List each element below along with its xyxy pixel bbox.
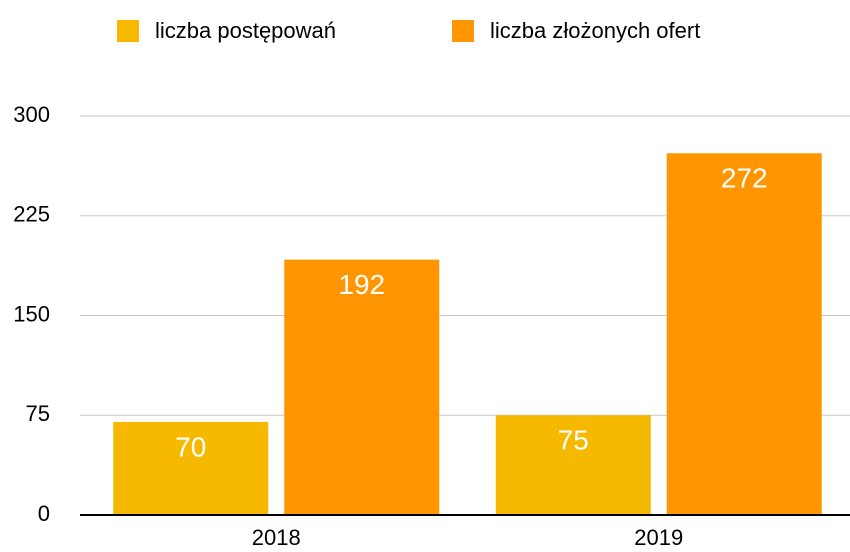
bar bbox=[113, 421, 269, 515]
legend-label: liczba postępowań bbox=[155, 18, 336, 43]
bar bbox=[666, 153, 822, 516]
value-label: 75 bbox=[558, 425, 589, 456]
y-tick-label: 150 bbox=[13, 301, 50, 326]
x-tick-label: 2019 bbox=[634, 525, 683, 550]
value-label: 70 bbox=[175, 431, 206, 462]
value-label: 272 bbox=[721, 163, 768, 194]
legend-swatch bbox=[452, 20, 474, 42]
y-tick-label: 75 bbox=[26, 401, 50, 426]
value-label: 192 bbox=[338, 269, 385, 300]
y-tick-label: 225 bbox=[13, 202, 50, 227]
y-tick-label: 300 bbox=[13, 102, 50, 127]
legend-swatch bbox=[117, 20, 139, 42]
bar bbox=[284, 259, 440, 515]
x-tick-label: 2018 bbox=[252, 525, 301, 550]
bar bbox=[495, 415, 651, 515]
legend-label: liczba złożonych ofert bbox=[490, 18, 700, 43]
y-tick-label: 0 bbox=[38, 501, 50, 526]
